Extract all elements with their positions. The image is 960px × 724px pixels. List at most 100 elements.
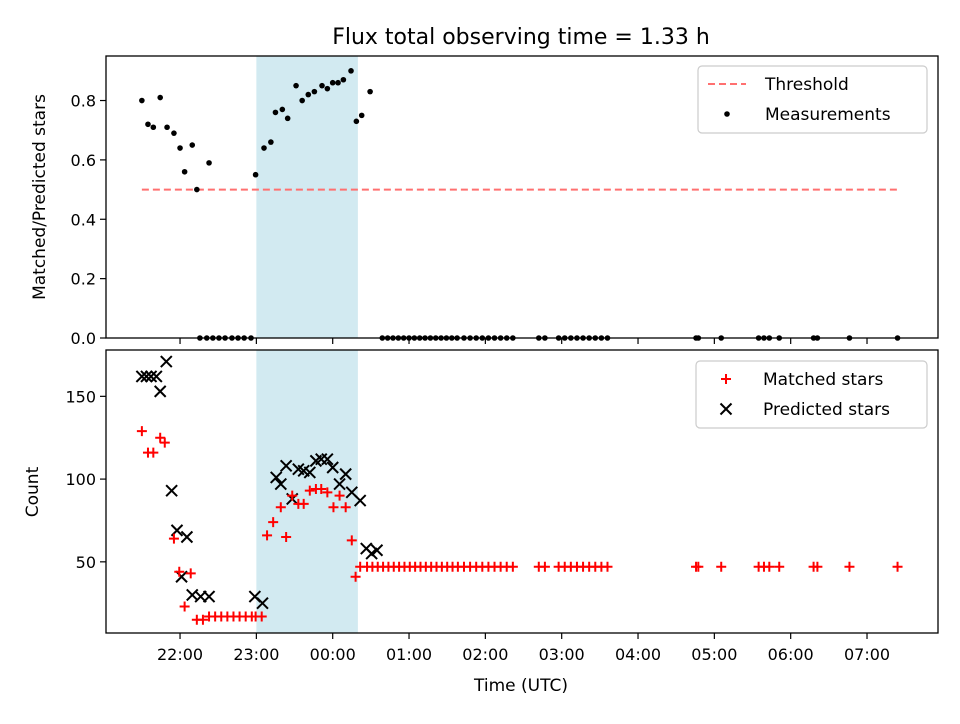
measurement-point xyxy=(311,88,318,95)
bottom-xtick-label: 22:00 xyxy=(157,645,203,664)
top-y-axis-label: Matched/Predicted stars xyxy=(30,94,50,300)
matched-star-point xyxy=(268,517,279,528)
legend-predicted-label: Predicted stars xyxy=(763,400,890,420)
matched-star-point xyxy=(774,561,785,572)
matched-star-point xyxy=(136,426,147,437)
matched-star-point xyxy=(693,561,704,572)
chart-title: Flux total observing time = 1.33 h xyxy=(332,25,710,50)
matched-star-point xyxy=(304,485,315,496)
matched-star-point xyxy=(287,490,298,501)
bottom-legend: Matched stars Predicted stars xyxy=(695,360,928,429)
measurement-point xyxy=(329,79,336,86)
legend-measurements-label: Measurements xyxy=(765,105,891,125)
matched-star-point xyxy=(322,487,333,498)
legend-matched-swatch xyxy=(721,374,731,384)
measurement-point xyxy=(324,85,331,92)
predicted-star-point xyxy=(135,370,149,383)
bottom-xtick-label: 00:00 xyxy=(310,645,356,664)
predicted-star-point xyxy=(370,544,384,557)
matched-star-point xyxy=(844,561,855,572)
x-axis-label: Time (UTC) xyxy=(473,676,568,696)
measurement-point xyxy=(353,118,360,125)
predicted-star-point xyxy=(150,370,163,383)
top-ytick-label: 0.0 xyxy=(71,329,96,348)
matched-star-point xyxy=(298,498,309,509)
matched-star-point xyxy=(507,561,518,572)
top-ytick-label: 0.8 xyxy=(71,92,96,111)
observing-window-shade xyxy=(256,56,358,338)
measurement-point xyxy=(252,171,259,178)
measurement-point xyxy=(268,139,274,145)
top-panel: 0.00.20.40.60.8 Matched/Predicted stars … xyxy=(30,55,939,348)
measurement-point xyxy=(272,109,279,116)
bottom-xtick-label: 04:00 xyxy=(615,645,661,664)
measurement-point xyxy=(261,145,267,151)
matched-star-point xyxy=(256,611,267,622)
measurement-point xyxy=(139,97,145,104)
predicted-star-point xyxy=(303,466,317,479)
matched-star-point xyxy=(316,484,327,495)
matched-star-point xyxy=(328,502,339,513)
matched-star-point xyxy=(185,568,196,579)
predicted-star-point xyxy=(333,477,346,491)
matched-star-point xyxy=(281,532,292,543)
predicted-star-point xyxy=(326,461,339,474)
matched-star-point xyxy=(764,561,775,572)
matched-star-point xyxy=(350,571,361,582)
legend-matched-label: Matched stars xyxy=(763,370,883,390)
bottom-ytick-label: 100 xyxy=(65,470,96,489)
bottom-plot-frame xyxy=(105,349,939,634)
matched-star-point xyxy=(174,566,185,577)
matched-star-point xyxy=(334,490,345,501)
bottom-xtick-label: 01:00 xyxy=(386,645,432,664)
predicted-star-point xyxy=(165,484,178,497)
legend-frame xyxy=(697,65,928,134)
matched-star-point xyxy=(346,535,357,546)
legend-threshold-label: Threshold xyxy=(764,75,849,95)
measurement-point xyxy=(150,124,157,131)
top-ytick-label: 0.6 xyxy=(71,151,96,170)
measurement-point xyxy=(305,91,312,98)
top-legend: Threshold Measurements xyxy=(697,65,928,134)
measurement-point xyxy=(340,76,347,83)
predicted-star-point xyxy=(256,597,269,610)
bottom-xtick-label: 02:00 xyxy=(462,645,508,664)
bottom-xtick-label: 23:00 xyxy=(233,645,279,664)
bottom-xtick-label: 06:00 xyxy=(768,645,814,664)
matched-star-point xyxy=(148,447,159,458)
bottom-ytick-label: 150 xyxy=(65,387,96,406)
matched-star-point xyxy=(892,561,903,572)
measurement-point xyxy=(157,94,163,101)
predicted-star-point xyxy=(175,570,188,583)
legend-frame xyxy=(695,360,928,429)
predicted-star-point xyxy=(153,385,167,398)
matched-star-point xyxy=(197,614,208,625)
measurement-point xyxy=(194,186,200,193)
bottom-xtick-label: 05:00 xyxy=(691,645,737,664)
matched-star-point xyxy=(812,561,823,572)
predicted-star-point xyxy=(353,494,367,507)
matched-star-point xyxy=(716,561,727,572)
matched-star-point xyxy=(539,561,550,572)
matched-star-point xyxy=(159,437,170,448)
bottom-panel: 50 100 150 22:00 23:00 00:00 01:00 02:00 03:00 0… xyxy=(23,349,939,696)
predicted-star-point xyxy=(180,530,194,544)
measurement-point xyxy=(279,106,286,113)
bottom-ytick-label: 50 xyxy=(76,553,96,572)
measurement-point xyxy=(177,145,183,151)
bottom-xtick-label: 07:00 xyxy=(844,645,890,664)
top-ytick-label: 0.2 xyxy=(71,270,96,289)
measurement-point xyxy=(164,124,170,131)
measurement-point xyxy=(284,115,291,122)
measurement-point xyxy=(293,82,299,89)
matched-star-point xyxy=(340,502,351,513)
predicted-star-point xyxy=(140,370,153,383)
predicted-star-point xyxy=(279,459,293,473)
legend-measurements-swatch xyxy=(724,111,730,117)
measurement-point xyxy=(335,79,341,86)
matched-star-point xyxy=(155,432,166,443)
measurement-point xyxy=(171,130,177,136)
predicted-star-point xyxy=(270,471,283,484)
measurement-point xyxy=(319,82,325,89)
